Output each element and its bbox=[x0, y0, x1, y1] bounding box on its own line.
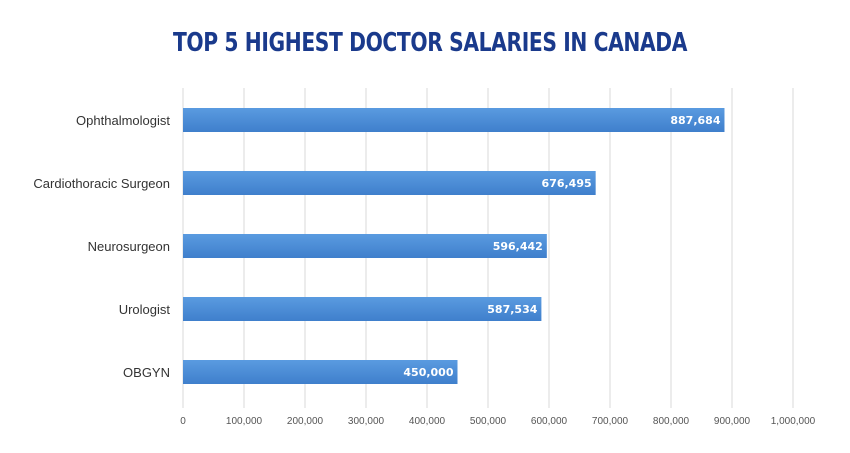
category-label: OBGYN bbox=[123, 365, 170, 380]
bar bbox=[183, 360, 458, 384]
bar bbox=[183, 234, 547, 258]
x-tick-label: 900,000 bbox=[714, 416, 751, 427]
x-tick-label: 200,000 bbox=[287, 416, 324, 427]
bars: 887,684 676,495 596,442 587,534 450,000 bbox=[183, 108, 725, 384]
x-tick-label: 300,000 bbox=[348, 416, 385, 427]
bar bbox=[183, 297, 542, 321]
x-tick-label: 500,000 bbox=[470, 416, 507, 427]
bar-value-label: 887,684 bbox=[670, 114, 720, 127]
x-tick-label: 0 bbox=[180, 416, 186, 427]
x-tick-label: 700,000 bbox=[592, 416, 629, 427]
category-label: Ophthalmologist bbox=[76, 113, 170, 128]
bar-value-label: 450,000 bbox=[403, 366, 453, 379]
bar-value-label: 596,442 bbox=[493, 240, 543, 253]
x-tick-label: 400,000 bbox=[409, 416, 446, 427]
bar bbox=[183, 171, 596, 195]
category-labels: Ophthalmologist Cardiothoracic Surgeon Neu… bbox=[33, 113, 170, 380]
bar bbox=[183, 108, 725, 132]
category-label: Urologist bbox=[119, 302, 171, 317]
bar-value-label: 587,534 bbox=[487, 303, 537, 316]
x-tick-label: 600,000 bbox=[531, 416, 568, 427]
x-tick-label: 800,000 bbox=[653, 416, 690, 427]
category-label: Cardiothoracic Surgeon bbox=[33, 176, 170, 191]
x-tick-label: 100,000 bbox=[226, 416, 263, 427]
chart-title: TOP 5 HIGHEST DOCTOR SALARIES IN CANADA bbox=[172, 28, 688, 58]
category-label: Neurosurgeon bbox=[88, 239, 170, 254]
x-tick-label: 1,000,000 bbox=[771, 416, 816, 427]
bar-value-label: 676,495 bbox=[542, 177, 592, 190]
x-axis-ticks: 0 100,000 200,000 300,000 400,000 500,000 600,… bbox=[180, 416, 815, 427]
